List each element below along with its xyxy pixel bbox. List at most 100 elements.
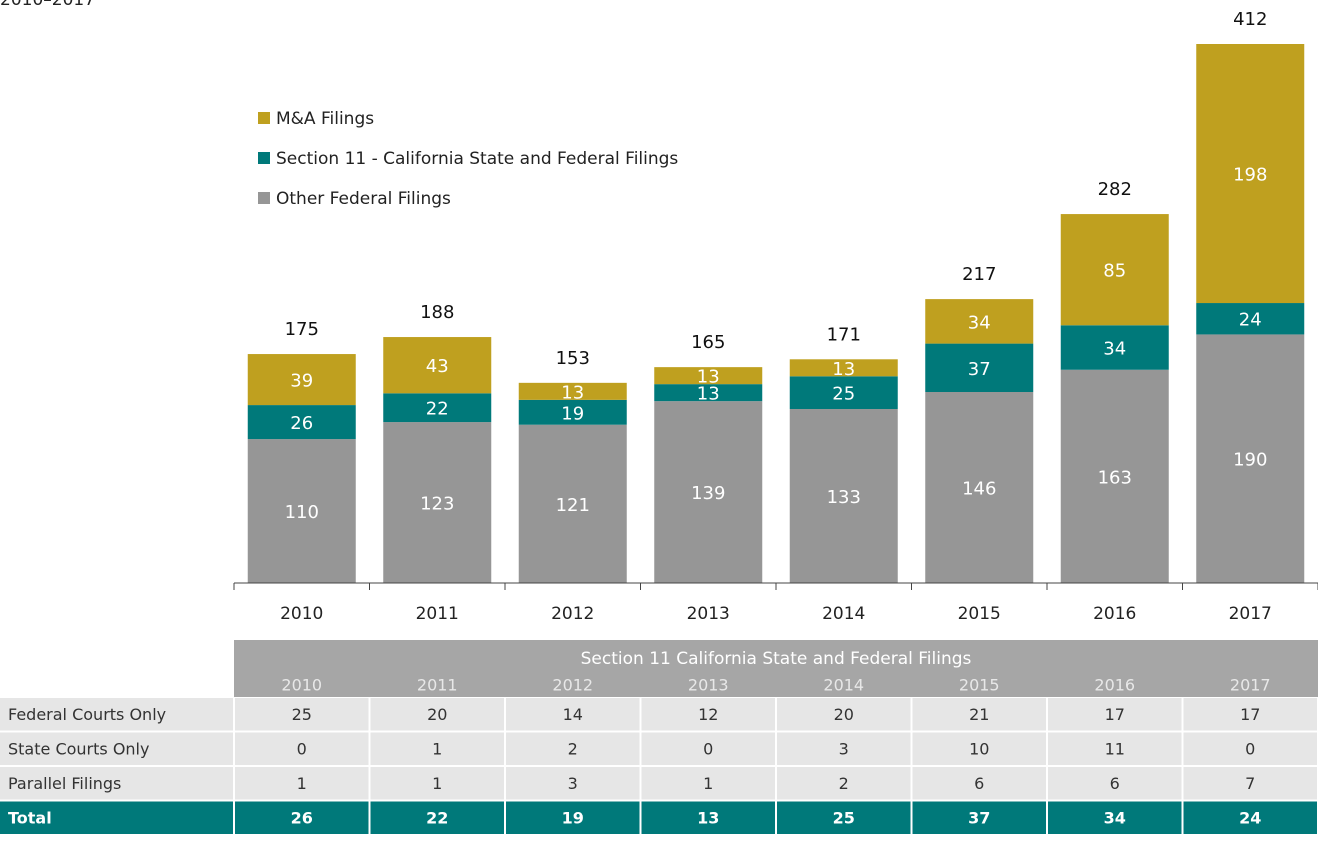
data-label: 133 [827, 487, 861, 508]
cell-value: 0 [703, 739, 713, 758]
legend-swatch [258, 192, 270, 204]
table-cell [912, 698, 1046, 731]
bar-segment [518, 424, 627, 583]
total-label: 171 [827, 324, 861, 345]
table-cell [641, 698, 775, 731]
cell-value: 0 [1245, 739, 1255, 758]
total-label: 188 [420, 302, 454, 323]
row-label: Total [8, 808, 52, 827]
cell-value: 20 [834, 705, 854, 724]
column-header: 2011 [417, 676, 458, 695]
data-label: 25 [832, 384, 855, 405]
table-cell [912, 801, 1046, 834]
data-label: 24 [1239, 310, 1262, 331]
cell-value: 10 [969, 739, 989, 758]
table-cell [235, 767, 369, 800]
bar-segment [247, 405, 356, 440]
data-label: 139 [691, 483, 725, 504]
bar-segment [247, 439, 356, 583]
table-cell [506, 698, 640, 731]
cell-value: 14 [563, 705, 583, 724]
total-label: 282 [1098, 179, 1132, 200]
data-label: 121 [556, 495, 590, 516]
cell-value: 17 [1105, 705, 1125, 724]
data-label: 190 [1233, 450, 1267, 471]
cell-value: 3 [839, 739, 849, 758]
column-header: 2015 [959, 676, 1000, 695]
legend-swatch [258, 112, 270, 124]
total-label: 175 [285, 319, 319, 340]
x-tick-label: 2010 [280, 604, 323, 624]
cell-value: 19 [562, 808, 584, 827]
table-cell [777, 698, 911, 731]
table-title: Section 11 California State and Federal … [581, 649, 972, 669]
cell-value: 1 [297, 774, 307, 793]
cell-value: 22 [426, 808, 448, 827]
data-label: 13 [561, 382, 584, 403]
cell-value: 13 [697, 808, 719, 827]
column-header: 2014 [823, 676, 864, 695]
table-cell [235, 732, 369, 765]
bar-segment [1060, 214, 1169, 326]
table-cell [1048, 767, 1182, 800]
table-cell [370, 767, 504, 800]
x-tick-label: 2016 [1093, 604, 1136, 624]
data-label: 85 [1103, 261, 1126, 282]
row-label-cell [0, 801, 233, 834]
legend-label: Section 11 - California State and Federa… [276, 149, 678, 169]
table-cell [1183, 698, 1317, 731]
x-tick-label: 2017 [1229, 604, 1272, 624]
total-label: 412 [1233, 9, 1267, 30]
bar-segment [1196, 303, 1305, 335]
data-label: 19 [561, 403, 584, 424]
cell-value: 24 [1239, 808, 1261, 827]
row-label: State Courts Only [8, 739, 149, 758]
x-tick-label: 2012 [551, 604, 594, 624]
table-cell [641, 767, 775, 800]
bar-segment [925, 299, 1034, 344]
cell-value: 37 [968, 808, 990, 827]
table-cell [370, 698, 504, 731]
cell-value: 26 [291, 808, 313, 827]
table-cell [1048, 698, 1182, 731]
cell-value: 6 [974, 774, 984, 793]
bar-segment [383, 337, 492, 394]
bar-segment [789, 376, 898, 410]
table-cell [370, 732, 504, 765]
table-cell [1048, 732, 1182, 765]
table-cell [1183, 732, 1317, 765]
cell-value: 11 [1105, 739, 1125, 758]
cell-value: 7 [1245, 774, 1255, 793]
x-tick-label: 2013 [687, 604, 730, 624]
bar-segment [518, 382, 627, 400]
data-label: 13 [697, 367, 720, 388]
bar-segment [654, 384, 763, 402]
bar-segment [654, 367, 763, 385]
data-label: 13 [832, 359, 855, 380]
data-label: 34 [968, 312, 991, 333]
cell-value: 6 [1110, 774, 1120, 793]
table-cell [1183, 801, 1317, 834]
data-label: 37 [968, 359, 991, 380]
total-label: 153 [556, 348, 590, 369]
data-label: 13 [697, 384, 720, 405]
column-header: 2010 [281, 676, 322, 695]
legend-label: M&A Filings [276, 109, 374, 129]
table-cell [506, 732, 640, 765]
bar-segment [789, 359, 898, 377]
total-label: 165 [691, 332, 725, 353]
cell-value: 17 [1240, 705, 1260, 724]
cell-value: 0 [297, 739, 307, 758]
table-cell [506, 801, 640, 834]
row-label-cell [0, 698, 233, 731]
cell-value: 1 [432, 739, 442, 758]
bar-segment [789, 409, 898, 583]
table-cell [641, 801, 775, 834]
bar-segment [925, 391, 1034, 583]
bar-segment [518, 399, 627, 425]
data-label: 26 [290, 413, 313, 434]
total-label: 217 [962, 264, 996, 285]
table-cell [912, 767, 1046, 800]
bar-segment [383, 393, 492, 423]
